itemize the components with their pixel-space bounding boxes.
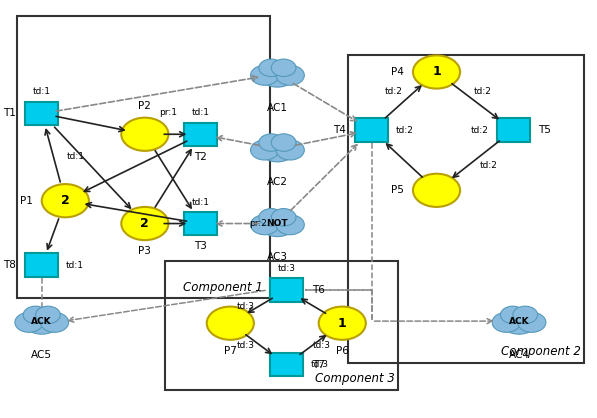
Text: T5: T5 <box>538 125 552 135</box>
Circle shape <box>492 312 521 332</box>
Text: P4: P4 <box>391 67 404 77</box>
Text: td:2: td:2 <box>471 125 489 135</box>
Text: AC3: AC3 <box>267 252 288 262</box>
Bar <box>348 55 584 363</box>
Circle shape <box>41 312 69 332</box>
Bar <box>497 118 530 142</box>
Text: td:3: td:3 <box>277 264 296 273</box>
Circle shape <box>513 306 537 324</box>
Text: 2: 2 <box>140 217 149 230</box>
Bar <box>25 102 59 125</box>
Text: P1: P1 <box>20 196 33 206</box>
Text: td:1: td:1 <box>33 87 51 97</box>
Circle shape <box>36 306 60 324</box>
Text: P7: P7 <box>224 346 237 356</box>
Text: td:1: td:1 <box>66 260 84 270</box>
Circle shape <box>259 209 284 226</box>
Text: td:3: td:3 <box>313 341 331 350</box>
Text: 2: 2 <box>61 194 70 207</box>
Text: T8: T8 <box>4 260 16 270</box>
Circle shape <box>259 210 296 237</box>
Bar <box>355 118 388 142</box>
Circle shape <box>121 207 168 240</box>
Text: T1: T1 <box>4 109 16 118</box>
Circle shape <box>23 308 60 334</box>
Text: Component 3: Component 3 <box>315 372 395 385</box>
Text: pr:2: pr:2 <box>249 219 267 228</box>
Circle shape <box>276 65 304 85</box>
Circle shape <box>518 312 546 332</box>
Text: T2: T2 <box>195 152 207 162</box>
Text: td:1: td:1 <box>67 152 85 161</box>
Circle shape <box>259 59 284 76</box>
Text: T6: T6 <box>312 285 325 295</box>
Text: T3: T3 <box>195 241 207 251</box>
Bar <box>165 261 398 390</box>
Circle shape <box>207 306 254 340</box>
Circle shape <box>319 306 366 340</box>
Bar <box>25 253 59 277</box>
Circle shape <box>500 308 537 334</box>
Text: td:1: td:1 <box>192 108 210 117</box>
Circle shape <box>259 136 296 162</box>
Bar <box>270 278 303 302</box>
Text: P3: P3 <box>139 246 151 256</box>
Text: td:2: td:2 <box>385 87 403 97</box>
Text: Component 2: Component 2 <box>501 346 581 359</box>
Circle shape <box>251 215 279 235</box>
Text: T4: T4 <box>334 125 346 135</box>
Circle shape <box>271 59 296 76</box>
Circle shape <box>251 140 279 160</box>
Text: P5: P5 <box>391 185 404 195</box>
Text: T7: T7 <box>312 360 325 370</box>
Text: P6: P6 <box>336 346 349 356</box>
Circle shape <box>500 306 525 324</box>
Text: pr:1: pr:1 <box>159 108 177 117</box>
Circle shape <box>23 306 48 324</box>
Text: P2: P2 <box>139 102 151 112</box>
Text: td:2: td:2 <box>479 161 497 170</box>
Text: td:3: td:3 <box>310 360 328 369</box>
Text: ACK: ACK <box>32 316 52 326</box>
Circle shape <box>271 209 296 226</box>
Text: AC4: AC4 <box>509 350 530 360</box>
Circle shape <box>121 117 168 151</box>
Text: ACK: ACK <box>509 316 530 326</box>
Text: td:1: td:1 <box>192 198 210 206</box>
Text: AC1: AC1 <box>267 103 288 113</box>
Circle shape <box>251 65 279 85</box>
Text: 1: 1 <box>338 317 347 330</box>
Circle shape <box>413 55 460 89</box>
Circle shape <box>259 61 296 87</box>
Text: td:2: td:2 <box>473 87 491 97</box>
Text: td:2: td:2 <box>396 125 414 135</box>
Bar <box>184 212 217 235</box>
Text: NOT: NOT <box>267 219 288 228</box>
Text: AC2: AC2 <box>267 178 288 187</box>
Text: AC5: AC5 <box>31 350 53 360</box>
Circle shape <box>413 174 460 207</box>
Bar <box>17 16 270 298</box>
Text: 1: 1 <box>432 66 441 79</box>
Text: td:3: td:3 <box>237 341 255 350</box>
Circle shape <box>42 184 89 217</box>
Circle shape <box>259 134 284 151</box>
Circle shape <box>15 312 43 332</box>
Circle shape <box>271 134 296 151</box>
Circle shape <box>276 140 304 160</box>
Bar <box>270 353 303 376</box>
Text: td:3: td:3 <box>237 302 255 311</box>
Text: Component 1: Component 1 <box>183 281 263 294</box>
Bar <box>184 122 217 146</box>
Circle shape <box>276 215 304 235</box>
